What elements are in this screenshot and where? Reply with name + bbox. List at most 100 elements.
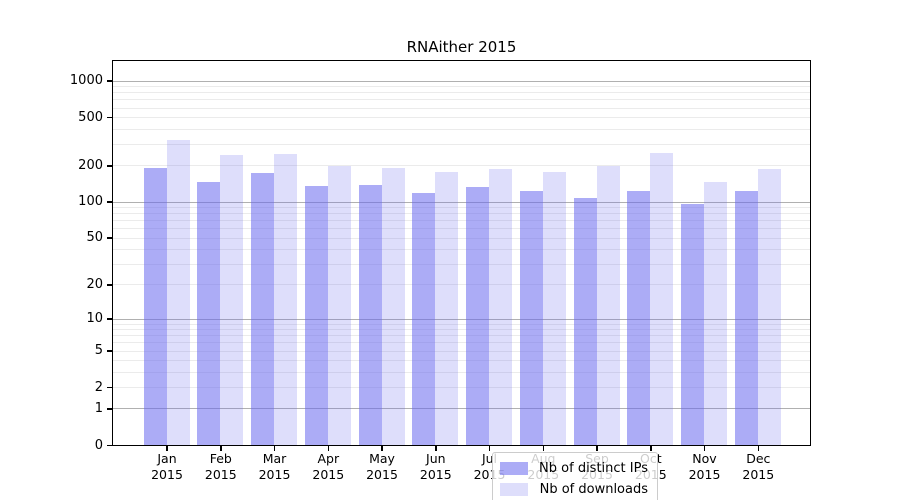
bar-nb-of-downloads-oct-2015 [650,153,674,445]
legend-label-downloads: Nb of downloads [539,482,648,497]
x-tick-label: Feb 2015 [204,451,237,482]
gridline-minor [113,144,810,145]
y-tick-label: 1 [94,400,103,416]
gridline-major [113,408,810,410]
bar-nb-of-distinct-ips-nov-2015 [681,203,704,445]
x-tick-label: May 2015 [366,451,398,482]
gridline-minor [113,107,810,109]
bar-nb-of-distinct-ips-jul-2015 [466,186,489,445]
gridline-minor [113,249,810,251]
x-tick [542,445,544,451]
x-tick [166,445,168,451]
gridline-minor [113,360,810,362]
bar-nb-of-downloads-aug-2015 [542,172,566,445]
x-tick-label: Dec 2015 [742,451,775,482]
gridline-minor [113,207,810,209]
gridline-minor [113,237,810,239]
y-tick-label: 20 [86,276,103,292]
x-tick-label: Nov 2015 [688,451,721,482]
x-tick [435,445,437,451]
gridline-minor [113,220,810,222]
y-tick-label: 50 [86,230,103,246]
bar-nb-of-downloads-sep-2015 [596,165,620,445]
legend-item-downloads: Nb of downloads [500,479,648,500]
y-tick [107,116,112,119]
gridline-minor [113,342,810,344]
legend-label-distinct-ips: Nb of distinct IPs [539,461,648,476]
gridline-minor [113,329,810,331]
y-tick [107,318,112,320]
x-tick [703,445,706,451]
gridline-major [113,201,810,203]
plot-area: Nb of distinct IPs Nb of downloads [112,60,811,500]
x-tick [327,445,329,451]
y-tick-label: 500 [78,109,103,125]
bar-nb-of-distinct-ips-apr-2015 [304,185,328,445]
bar-nb-of-distinct-ips-may-2015 [358,185,382,445]
gridline-minor [113,263,810,265]
bar-nb-of-distinct-ips-dec-2015 [734,191,758,445]
y-tick [107,237,112,239]
chart-title: RNAither 2015 [406,38,517,56]
y-tick-label: 1000 [69,73,103,89]
x-tick-label: Mar 2015 [258,451,291,482]
bar-nb-of-downloads-nov-2015 [704,181,727,445]
gridline-minor [113,117,810,119]
gridline-minor [113,228,810,230]
gridline-minor [113,99,810,101]
bar-nb-of-distinct-ips-sep-2015 [573,197,597,445]
bar-nb-of-distinct-ips-jun-2015 [412,192,436,445]
y-tick-label: 2 [94,379,103,395]
bar-nb-of-distinct-ips-jan-2015 [143,168,167,445]
y-tick-label: 5 [94,343,103,358]
gridline-minor [113,165,810,167]
y-tick [107,165,112,167]
gridline-minor [113,335,810,337]
bar-nb-of-downloads-feb-2015 [220,154,244,445]
gridline-major [113,80,810,82]
y-tick [107,408,112,410]
y-tick [107,201,112,203]
bar-nb-of-downloads-mar-2015 [274,153,297,445]
x-tick [650,445,652,451]
bar-nb-of-distinct-ips-mar-2015 [251,172,274,445]
bar-nb-of-downloads-dec-2015 [757,169,781,445]
x-tick-label: Jun 2015 [419,451,452,482]
x-tick [488,445,491,451]
gridline-minor [113,350,810,352]
y-tick-label: 0 [94,437,103,453]
y-tick [107,284,112,286]
legend: Nb of distinct IPs Nb of downloads [492,452,658,500]
x-tick [596,445,598,451]
bar-nb-of-downloads-apr-2015 [327,166,351,445]
gridline-minor [113,387,810,389]
bar-nb-of-downloads-jul-2015 [489,168,512,445]
y-tick [107,80,112,82]
y-tick-label: 10 [86,311,103,326]
legend-swatch-distinct-ips [500,462,528,475]
gridline-minor [113,323,810,325]
gridline-minor [113,284,810,286]
legend-item-distinct-ips: Nb of distinct IPs [500,458,648,479]
y-tick [107,444,112,447]
y-tick [107,350,112,352]
bar-nb-of-distinct-ips-feb-2015 [197,182,221,445]
gridline-minor [113,128,810,130]
bar-nb-of-downloads-jan-2015 [166,139,190,445]
bar-nb-of-downloads-jun-2015 [435,172,459,445]
gridline-minor [113,213,810,215]
legend-swatch-downloads [500,483,528,496]
bar-nb-of-distinct-ips-oct-2015 [627,190,651,445]
gridline-minor [113,86,810,88]
gridline-major [113,318,810,320]
x-tick [220,445,222,451]
x-tick [757,445,759,451]
bar-nb-of-distinct-ips-aug-2015 [519,191,543,445]
gridline-minor [113,371,810,373]
x-tick-label: Jan 2015 [151,451,183,482]
bar-nb-of-downloads-may-2015 [381,168,405,445]
x-tick [273,445,276,451]
x-tick [381,445,383,451]
y-tick-label: 200 [78,157,103,173]
